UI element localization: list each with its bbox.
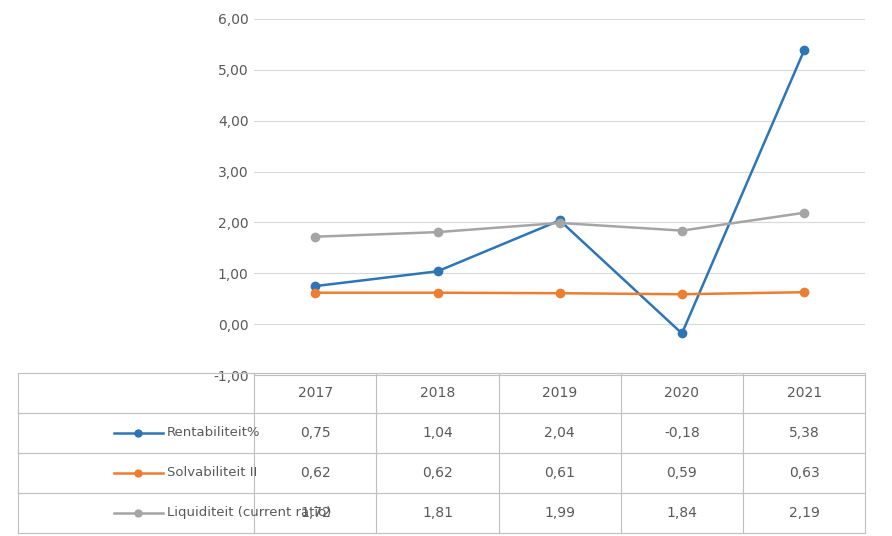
- Text: 1,81: 1,81: [422, 505, 453, 519]
- Text: 0,62: 0,62: [422, 466, 453, 480]
- Text: 2020: 2020: [665, 386, 699, 400]
- Text: 0,59: 0,59: [666, 466, 698, 480]
- Text: 2,04: 2,04: [544, 426, 575, 440]
- Text: 0,75: 0,75: [300, 426, 331, 440]
- Text: Solvabiliteit II: Solvabiliteit II: [167, 466, 258, 479]
- Text: 0,63: 0,63: [789, 466, 820, 480]
- Text: 2017: 2017: [298, 386, 333, 400]
- Text: Rentabiliteit%: Rentabiliteit%: [167, 426, 260, 440]
- Text: 1,72: 1,72: [300, 505, 331, 519]
- Text: -0,18: -0,18: [664, 426, 700, 440]
- Text: 2018: 2018: [420, 386, 455, 400]
- Text: 5,38: 5,38: [789, 426, 820, 440]
- Text: 0,62: 0,62: [300, 466, 331, 480]
- Text: 0,61: 0,61: [544, 466, 575, 480]
- Text: 1,84: 1,84: [666, 505, 698, 519]
- Text: 2019: 2019: [542, 386, 577, 400]
- Text: 1,04: 1,04: [422, 426, 453, 440]
- Text: Liquiditeit (current ratio): Liquiditeit (current ratio): [167, 506, 332, 519]
- Text: 2,19: 2,19: [789, 505, 820, 519]
- Text: 2021: 2021: [787, 386, 822, 400]
- Text: 1,99: 1,99: [544, 505, 575, 519]
